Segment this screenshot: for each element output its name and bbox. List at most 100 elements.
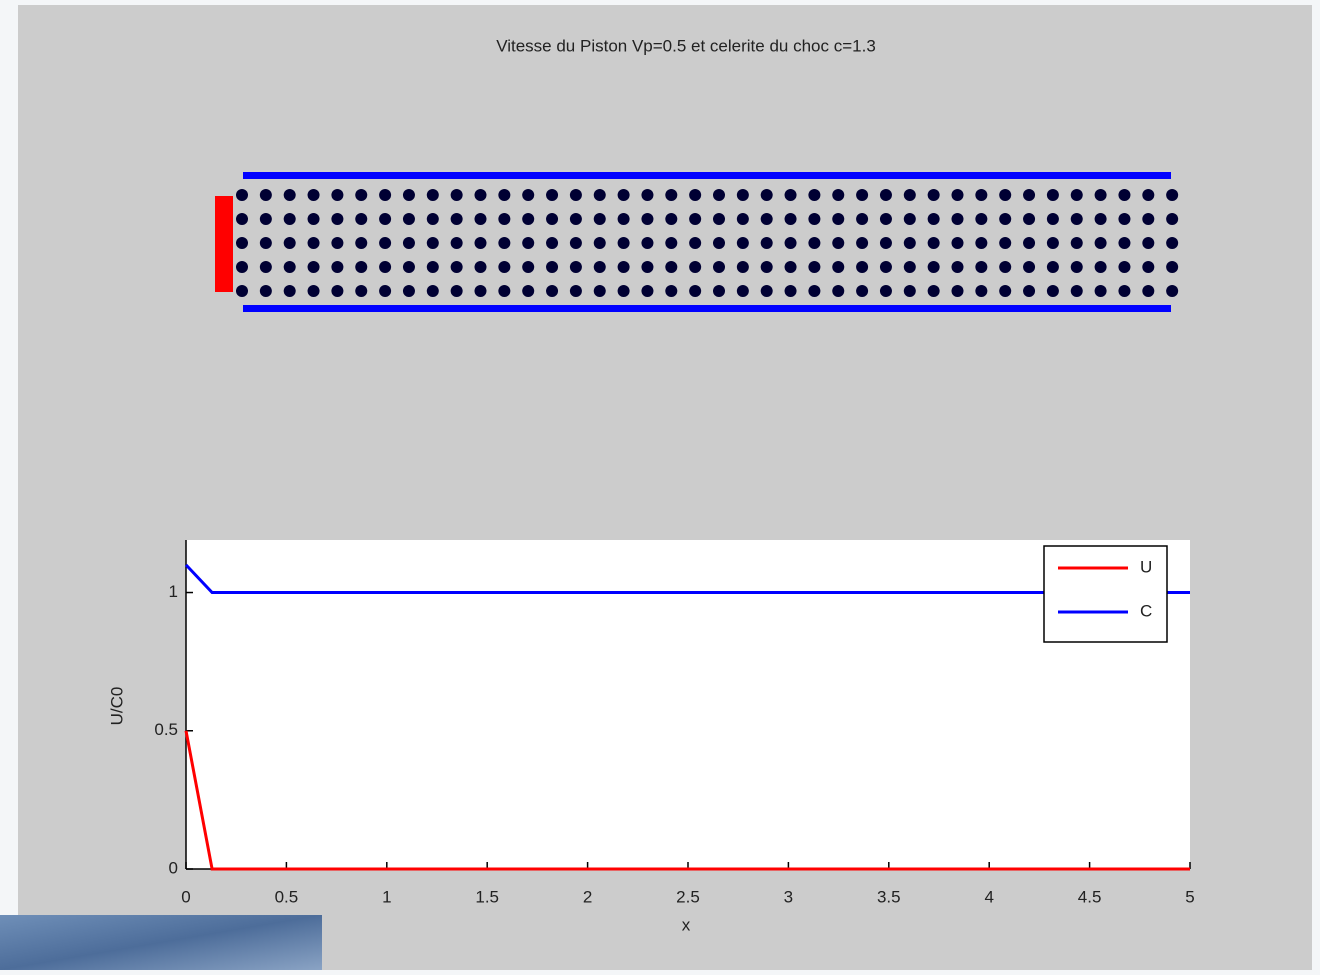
particle: [880, 189, 892, 201]
particle: [832, 237, 844, 249]
particle: [1095, 189, 1107, 201]
particle: [331, 261, 343, 273]
particle: [737, 213, 749, 225]
particle: [975, 213, 987, 225]
particle: [355, 213, 367, 225]
particle: [546, 189, 558, 201]
particle: [856, 213, 868, 225]
particle: [737, 261, 749, 273]
x-tick-label: 5: [1185, 887, 1194, 906]
particle: [1095, 285, 1107, 297]
particle: [522, 213, 534, 225]
particle: [522, 261, 534, 273]
particle: [546, 285, 558, 297]
particle: [713, 189, 725, 201]
particle: [832, 261, 844, 273]
particle: [475, 285, 487, 297]
particle: [1023, 237, 1035, 249]
particle: [570, 213, 582, 225]
particle: [618, 261, 630, 273]
particle: [236, 189, 248, 201]
particle: [379, 237, 391, 249]
particle: [665, 285, 677, 297]
particle: [475, 213, 487, 225]
particle: [355, 285, 367, 297]
particle: [952, 285, 964, 297]
y-tick-label: 1: [169, 582, 178, 601]
particle: [689, 285, 701, 297]
particle: [1118, 189, 1130, 201]
particle: [1166, 285, 1178, 297]
particle: [856, 237, 868, 249]
particle: [999, 237, 1011, 249]
particle: [331, 237, 343, 249]
particle: [928, 189, 940, 201]
particle: [1118, 213, 1130, 225]
particle: [618, 189, 630, 201]
particle: [1142, 237, 1154, 249]
particle: [785, 261, 797, 273]
particle: [1071, 261, 1083, 273]
particle: [689, 261, 701, 273]
particle: [952, 213, 964, 225]
particle: [498, 189, 510, 201]
particle: [999, 189, 1011, 201]
particle: [665, 189, 677, 201]
particle: [904, 285, 916, 297]
particle: [928, 237, 940, 249]
y-tick-label: 0.5: [154, 720, 178, 739]
particle: [904, 213, 916, 225]
particle: [785, 213, 797, 225]
particle: [594, 285, 606, 297]
particle: [308, 285, 320, 297]
chart-title: Vitesse du Piston Vp=0.5 et celerite du …: [496, 36, 876, 55]
particle: [975, 237, 987, 249]
particle: [403, 261, 415, 273]
particle: [999, 213, 1011, 225]
particle: [308, 189, 320, 201]
particle: [427, 261, 439, 273]
particle: [498, 285, 510, 297]
particle: [1071, 237, 1083, 249]
particle: [546, 261, 558, 273]
particle: [379, 189, 391, 201]
particle: [308, 261, 320, 273]
particle: [594, 189, 606, 201]
particle: [1095, 261, 1107, 273]
x-tick-label: 2: [583, 887, 592, 906]
x-tick-label: 2.5: [676, 887, 700, 906]
particle: [785, 189, 797, 201]
particle: [761, 261, 773, 273]
particle: [856, 285, 868, 297]
particle: [331, 213, 343, 225]
legend-label: U: [1140, 557, 1152, 576]
particle: [451, 189, 463, 201]
particle: [975, 285, 987, 297]
particle: [308, 237, 320, 249]
piston: [215, 196, 233, 292]
particle: [1071, 189, 1083, 201]
tube-wall: [243, 172, 1171, 179]
particle: [451, 237, 463, 249]
particle: [808, 285, 820, 297]
particle: [498, 237, 510, 249]
particle: [1142, 285, 1154, 297]
x-tick-label: 3.5: [877, 887, 901, 906]
particle: [522, 237, 534, 249]
particle: [403, 237, 415, 249]
particle: [713, 285, 725, 297]
particle: [1047, 213, 1059, 225]
particle: [641, 213, 653, 225]
particle: [999, 261, 1011, 273]
particle: [594, 213, 606, 225]
particle: [427, 285, 439, 297]
particle: [260, 285, 272, 297]
particle: [355, 261, 367, 273]
particle: [737, 189, 749, 201]
particle: [475, 237, 487, 249]
figure: Vitesse du Piston Vp=0.5 et celerite du …: [0, 0, 1320, 970]
particle: [260, 237, 272, 249]
particle: [665, 213, 677, 225]
particle: [737, 237, 749, 249]
particle: [641, 261, 653, 273]
